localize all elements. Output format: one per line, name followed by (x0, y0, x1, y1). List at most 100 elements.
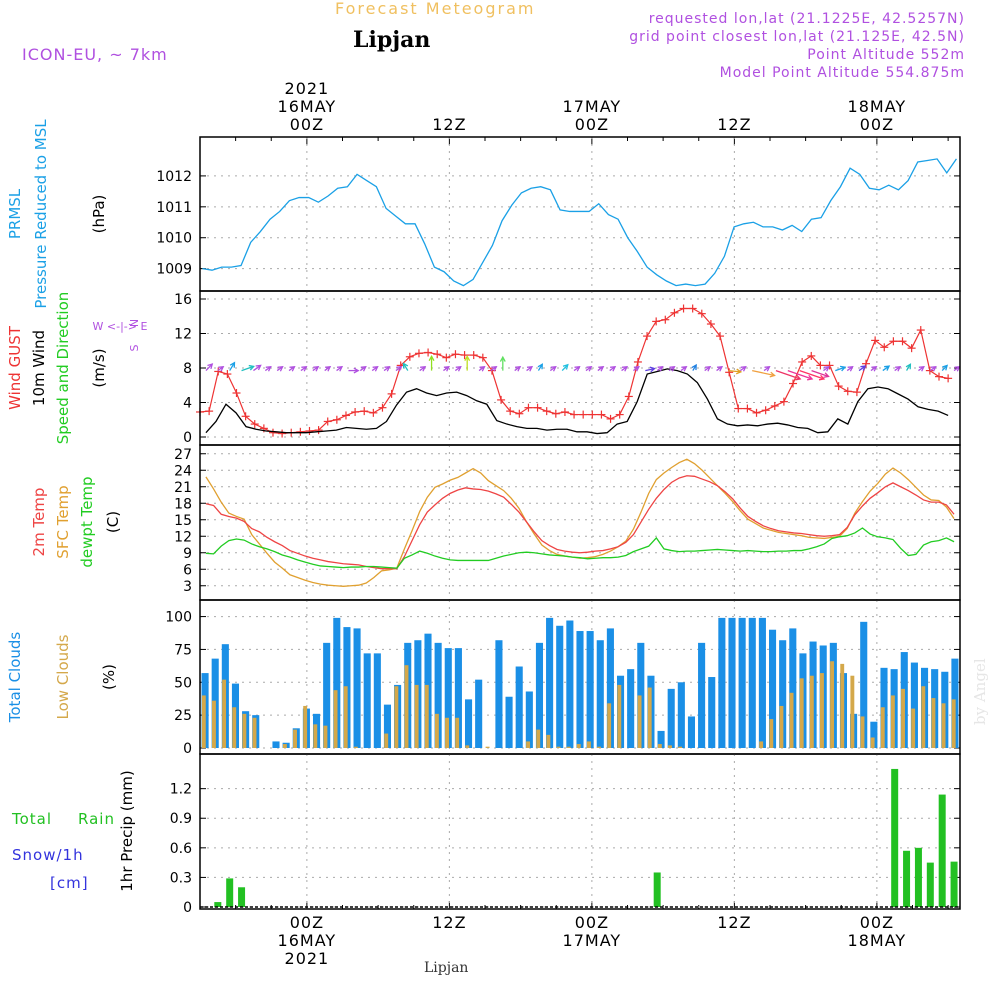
low-cloud-bar (870, 737, 875, 748)
wind-arrow-head (705, 365, 712, 372)
low-cloud-bar (617, 684, 622, 748)
ytick-label-clouds: 75 (174, 642, 192, 658)
precip-unit: 1hr Precip (mm) (118, 770, 136, 891)
total-cloud-bar (353, 628, 361, 748)
low-cloud-bar (343, 686, 348, 748)
low-cloud-bar (303, 705, 308, 748)
top-time-label: 00Z (290, 115, 324, 134)
low-cloud-bar (201, 695, 206, 748)
ytick-label-pressure: 1011 (156, 200, 192, 216)
wind-arrow-head (871, 365, 878, 372)
total-cloud-bar (728, 617, 736, 748)
wind-arrow-head (428, 354, 435, 362)
low-cloud-bar (668, 745, 672, 748)
wind-arrow-head (769, 371, 776, 378)
low-cloud-bar (576, 744, 581, 748)
panel-frame (199, 753, 961, 910)
rain-bar (914, 847, 922, 907)
total-label: Total (11, 810, 52, 828)
footer-station: Lipjan (424, 960, 468, 976)
rain-bar (238, 887, 246, 907)
wind-arrow-head (402, 362, 409, 369)
wind-arrow-head (669, 365, 676, 372)
wind-arrow (645, 367, 655, 372)
bottom-time-label: 18MAY (848, 931, 907, 950)
low-cloud-bar (212, 700, 216, 748)
wind-arrow-head (464, 354, 471, 362)
panel-pressure: 1009 1010 1011 1012 (156, 136, 961, 292)
wind-arrow-head (839, 365, 847, 372)
wind-arrow-head (610, 365, 617, 372)
low-cloud-bar (313, 724, 318, 748)
top-time-label: 2021 (285, 79, 330, 98)
wind-arrow-head (574, 365, 581, 372)
pressure-label: PRMSL (6, 188, 24, 239)
top-time-label: 00Z (575, 115, 609, 134)
low-cloud-bar (384, 733, 389, 748)
wind-arrow-head (735, 368, 743, 375)
ytick-label-precip: 0 (183, 900, 192, 916)
low-cloud-bar (931, 698, 936, 748)
top-time-label: 12Z (432, 115, 466, 134)
panel-wind: 0 4 8 12 16 (174, 290, 961, 446)
wind-arrow-head (313, 365, 320, 372)
top-time-axis: 202116MAY00Z12Z17MAY00Z12Z18MAY00Z12Z (199, 79, 949, 145)
compass-n: N (128, 319, 141, 327)
requested-coords: requested lon,lat (21.1225E, 42.5257N) (649, 11, 965, 27)
wind-arrow (775, 369, 801, 380)
low-cloud-bar (820, 673, 824, 748)
wind-arrow-head (930, 365, 937, 372)
low-clouds-label: Low Clouds (54, 634, 72, 719)
total-cloud-bar (779, 640, 787, 748)
low-cloud-bar (556, 746, 561, 748)
wind-arrow-head (207, 363, 214, 370)
total-cloud-bar (333, 617, 341, 748)
total-cloud-bar (566, 620, 574, 748)
wind-arrow-head (847, 365, 854, 372)
total-cloud-bar (576, 631, 584, 748)
rain-bar (214, 902, 222, 907)
top-time-label: 18MAY (848, 97, 907, 116)
clouds-unit: (%) (100, 664, 118, 690)
low-cloud-bar (860, 716, 865, 748)
ytick-label-wind: 8 (183, 361, 192, 377)
total-cloud-bar (495, 640, 503, 748)
low-cloud-bar (353, 746, 358, 748)
total-cloud-bar (748, 617, 756, 748)
ytick-label-pressure: 1009 (156, 262, 192, 278)
ytick-label-pressure: 1012 (156, 169, 192, 185)
dew-label: dewpt Temp (78, 476, 96, 567)
wind-line (205, 368, 949, 435)
wind-arrow (752, 369, 775, 377)
total-clouds-label: Total Clouds (6, 632, 24, 724)
wind-arrow-head (716, 365, 724, 372)
wind-arrow-head (823, 365, 830, 372)
wind-label: 10m Wind (30, 330, 48, 406)
rain-bar (950, 861, 958, 907)
ytick-label-temperature: 21 (174, 480, 192, 496)
low-cloud-bar (850, 675, 855, 748)
wind-arrow-head (895, 365, 902, 372)
wind-arrow-head (255, 364, 262, 371)
low-cloud-bar (657, 744, 662, 748)
total-cloud-bar (444, 648, 452, 748)
top-time-label: 17MAY (563, 97, 622, 116)
top-time-label: 00Z (860, 115, 894, 134)
bottom-time-axis: 00Z16MAY202112Z00Z17MAY12Z00Z18MAY12Z (199, 901, 949, 968)
wind-arrow-head (277, 365, 284, 372)
ytick-label-temperature: 18 (174, 496, 192, 512)
ytick-label-pressure: 1010 (156, 231, 192, 247)
ytick-label-wind: 4 (183, 396, 192, 412)
ytick-label-temperature: 15 (174, 513, 192, 529)
wind-arrow-head (818, 374, 826, 381)
wind-arrow-head (301, 365, 308, 372)
model-name: ICON-EU, ~ 7km (22, 45, 168, 64)
wind-arrow (811, 369, 829, 378)
low-cloud-bar (789, 692, 794, 748)
low-cloud-bar (779, 705, 784, 748)
ytick-label-precip: 0.9 (170, 811, 192, 827)
wind-arrow-head (372, 365, 379, 372)
rain-label: Rain (78, 810, 115, 828)
wind-arrow (253, 364, 262, 372)
wind-arrow-head (325, 365, 332, 372)
